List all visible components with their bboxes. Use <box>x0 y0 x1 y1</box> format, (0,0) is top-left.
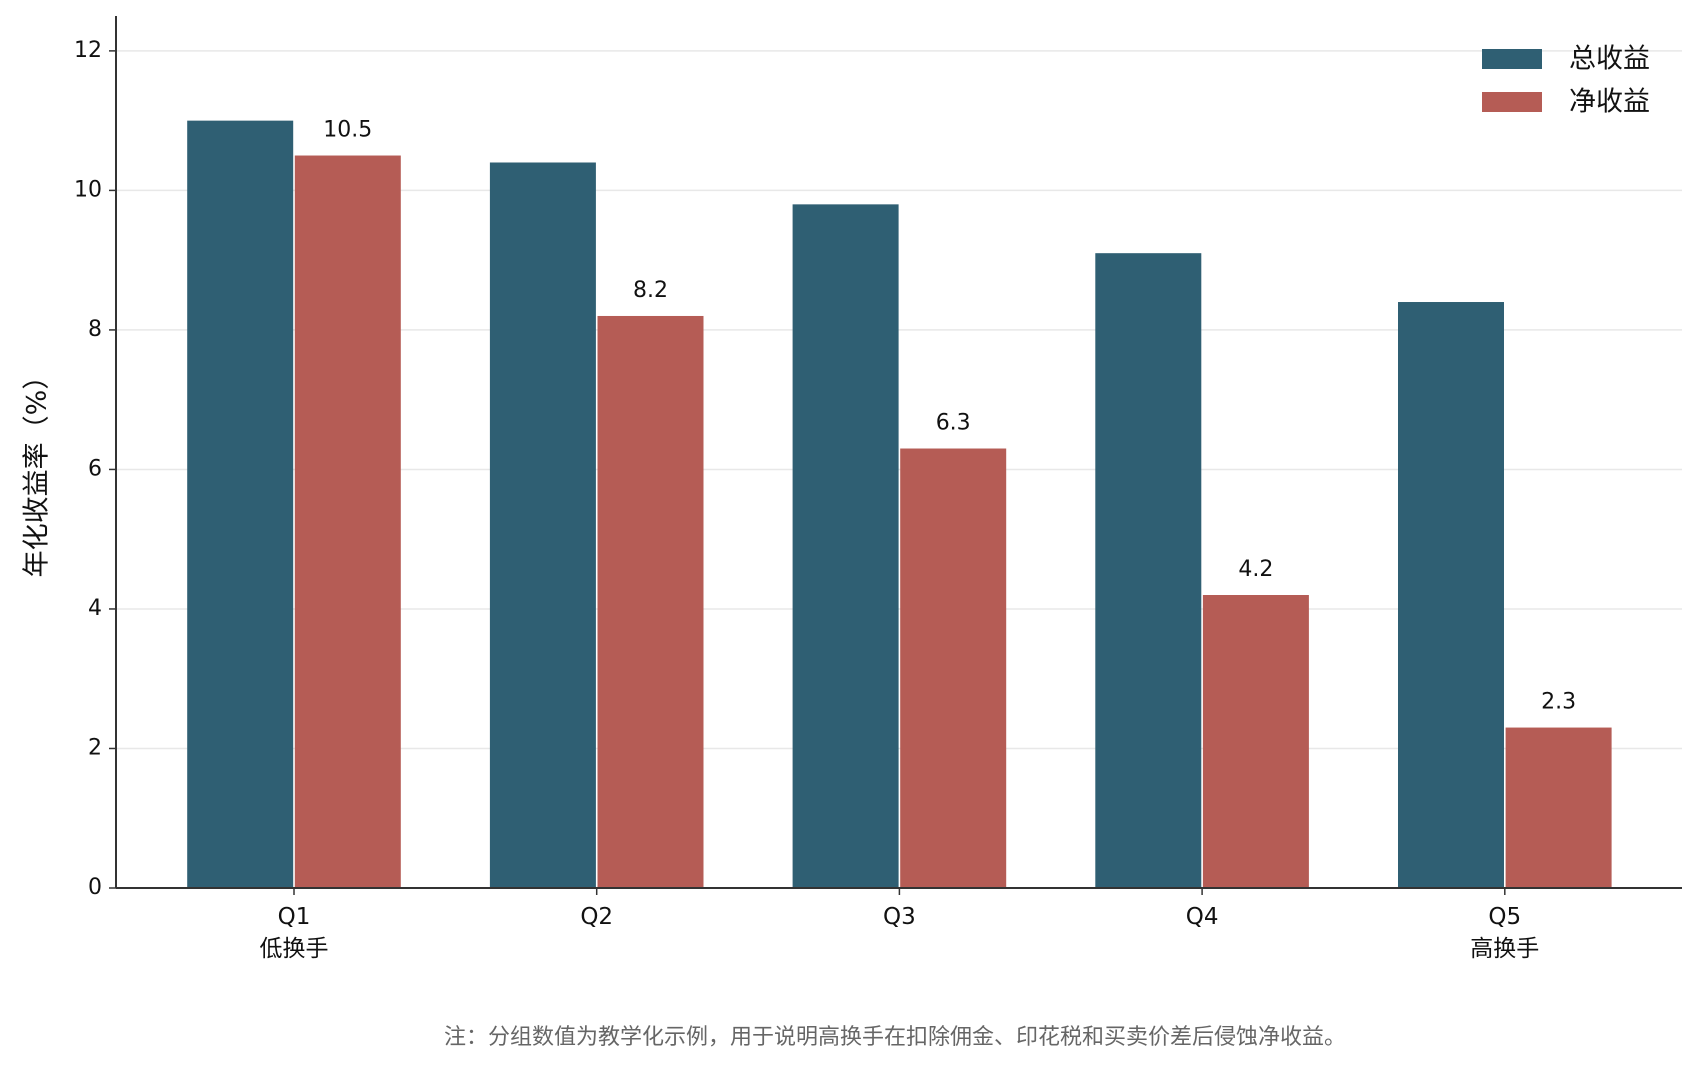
y-axis-label: 年化收益率（%） <box>22 363 53 578</box>
bar <box>1202 595 1309 888</box>
x-tick-label: Q4 <box>1185 904 1219 930</box>
bar <box>1398 302 1504 888</box>
legend-label: 净收益 <box>1569 87 1650 118</box>
bar <box>187 120 294 888</box>
bar <box>1505 727 1612 888</box>
footnote: 注：分组数值为教学化示例，用于说明高换手在扣除佣金、印花税和买卖价差后侵蚀净收益… <box>444 1025 1346 1050</box>
bar <box>792 204 899 889</box>
x-tick-label: Q3 <box>883 904 916 930</box>
y-tick-label: 12 <box>74 38 102 63</box>
bar <box>489 162 596 889</box>
bar <box>900 448 1007 888</box>
data-label: 8.2 <box>633 278 668 303</box>
y-tick-label: 0 <box>88 875 102 900</box>
x-tick-label: Q2 <box>580 904 614 930</box>
bar <box>1095 253 1202 888</box>
y-tick-label: 10 <box>74 177 102 202</box>
x-tick-label: Q5 高换手 <box>1470 904 1540 962</box>
y-tick-label: 4 <box>88 596 102 621</box>
x-tick-label: Q1 低换手 <box>259 904 329 962</box>
bar <box>597 315 704 888</box>
bar <box>294 155 401 888</box>
legend-swatch <box>1482 92 1542 112</box>
y-tick-label: 8 <box>88 317 102 342</box>
legend-swatch <box>1482 49 1542 69</box>
y-tick-label: 6 <box>88 456 102 481</box>
y-tick-label: 2 <box>88 735 102 760</box>
data-label: 10.5 <box>323 118 372 143</box>
data-label: 2.3 <box>1541 690 1576 715</box>
data-label: 4.2 <box>1238 557 1273 582</box>
legend-label: 总收益 <box>1569 44 1650 75</box>
data-label: 6.3 <box>936 411 971 436</box>
